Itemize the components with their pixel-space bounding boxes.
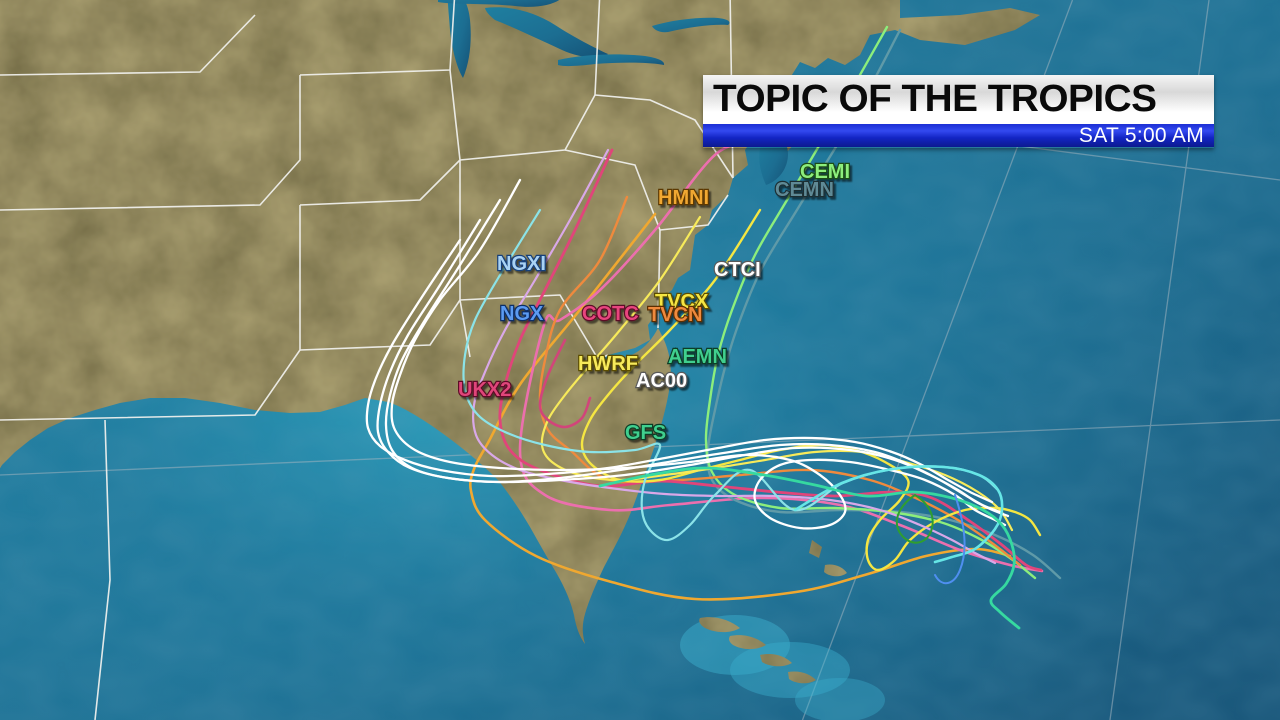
svg-text:CEMN: CEMN xyxy=(775,179,834,201)
svg-text:HWRF: HWRF xyxy=(578,353,638,375)
svg-text:GFS: GFS xyxy=(625,422,666,444)
svg-text:NGX: NGX xyxy=(500,303,544,325)
svg-text:AEMN: AEMN xyxy=(668,346,727,368)
svg-text:NGXI: NGXI xyxy=(497,253,546,275)
svg-text:AC00: AC00 xyxy=(636,370,687,392)
svg-text:HMNI: HMNI xyxy=(658,187,709,209)
svg-text:COTC: COTC xyxy=(582,303,639,325)
svg-text:CTCI: CTCI xyxy=(714,259,761,281)
svg-text:UKX2: UKX2 xyxy=(458,379,511,401)
svg-text:TVCN: TVCN xyxy=(648,304,702,326)
